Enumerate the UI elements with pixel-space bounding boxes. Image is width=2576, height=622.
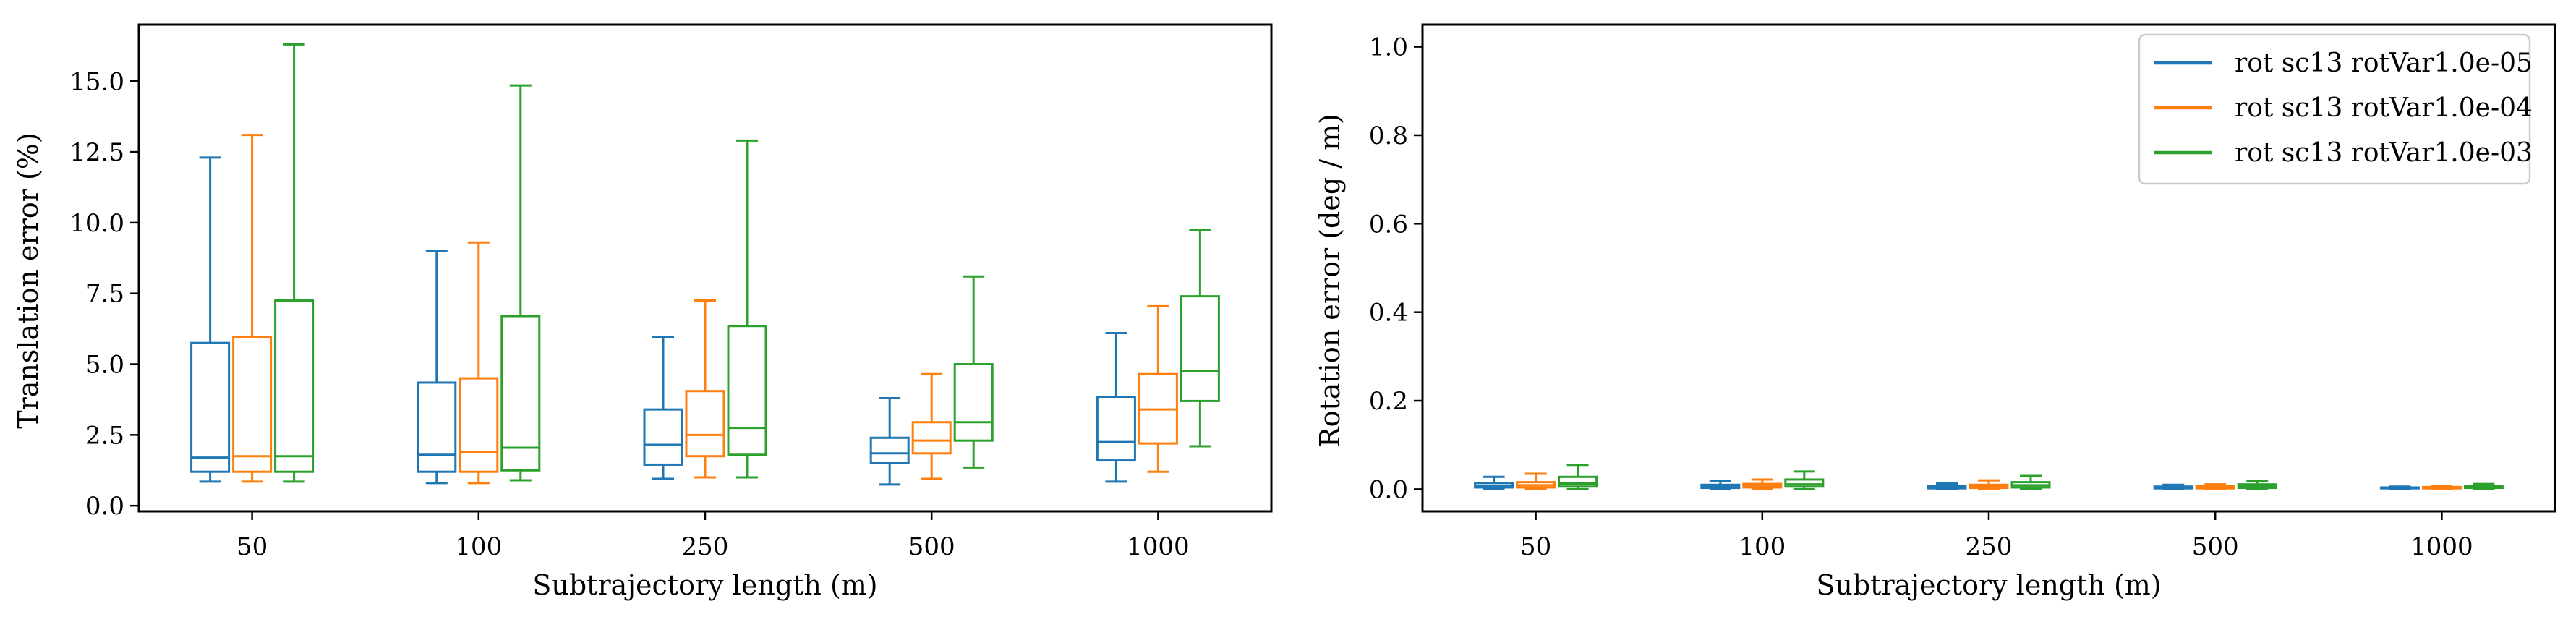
- y-tick-label: 0.4: [1369, 299, 1408, 328]
- box-iqr: [1096, 396, 1136, 462]
- legend-box: [2138, 33, 2531, 185]
- box-250-series-0: [643, 336, 683, 480]
- box-iqr: [911, 421, 952, 455]
- box-100-series-1: [459, 241, 499, 485]
- x-tick-label: 250: [682, 532, 729, 561]
- y-axis-label: Translation error (%): [12, 132, 44, 429]
- box-iqr: [459, 377, 499, 473]
- legend-label-1: rot sc13 rotVar1.0e-04: [2235, 93, 2533, 123]
- box-50-series-1: [1516, 472, 1556, 490]
- box-50-series-0: [190, 156, 231, 483]
- box-1000-series-1: [2421, 485, 2462, 490]
- box-250-series-1: [1969, 479, 2009, 490]
- box-1000-series-1: [1138, 304, 1178, 473]
- box-iqr: [869, 436, 910, 464]
- box-500-series-2: [953, 275, 994, 469]
- box-iqr: [190, 341, 231, 473]
- box-100-series-2: [500, 84, 541, 482]
- legend-label-2: rot sc13 rotVar1.0e-03: [2235, 138, 2533, 168]
- box-iqr: [643, 408, 683, 466]
- box-100-series-1: [1742, 478, 1783, 490]
- box-iqr: [274, 299, 315, 473]
- y-tick-label: 10.0: [69, 209, 124, 238]
- y-tick-label: 5.0: [85, 351, 124, 380]
- box-iqr: [417, 381, 457, 473]
- y-tick-label: 2.5: [85, 421, 124, 450]
- box-1000-series-0: [2379, 485, 2420, 490]
- box-50-series-2: [1558, 464, 1598, 490]
- y-tick-label: 0.0: [85, 492, 124, 521]
- box-250-series-0: [1927, 482, 1967, 490]
- plot-frame: [137, 23, 1273, 513]
- box-250-series-1: [685, 299, 725, 479]
- y-tick-label: 0.8: [1369, 122, 1408, 150]
- box-iqr: [953, 363, 994, 442]
- x-tick-label: 500: [908, 532, 955, 561]
- y-tick-label: 15.0: [69, 67, 124, 96]
- y-axis-label: Rotation error (deg / m): [1314, 114, 1346, 448]
- box-50-series-1: [232, 134, 273, 483]
- box-250-series-2: [727, 139, 767, 479]
- legend: rot sc13 rotVar1.0e-05 rot sc13 rotVar1.…: [2138, 33, 2533, 185]
- box-1000-series-2: [2463, 482, 2504, 490]
- plot-frame: [1421, 23, 2556, 513]
- x-tick-label: 100: [1739, 532, 1786, 561]
- axis-ticks: 0.0 2.5 5.0 7.5 10.0 12.5 15.0 50 100 250 500 1000: [69, 67, 1189, 561]
- box-100-series-0: [1700, 480, 1741, 490]
- x-tick-label: 250: [1966, 532, 2013, 561]
- box-500-series-1: [911, 372, 952, 480]
- y-tick-label: 0.0: [1369, 475, 1408, 504]
- box-500-series-1: [2195, 483, 2235, 490]
- translation-error-panel: Translation error (%) Subtrajectory leng…: [12, 23, 1273, 601]
- box-100-series-2: [1784, 470, 1825, 490]
- y-tick-label: 0.6: [1369, 210, 1408, 239]
- box-100-series-0: [417, 250, 457, 485]
- box-iqr: [685, 390, 725, 458]
- box-50-series-2: [274, 43, 315, 483]
- box-500-series-2: [2237, 480, 2277, 490]
- y-tick-label: 1.0: [1369, 33, 1408, 62]
- x-tick-label: 50: [1520, 532, 1551, 561]
- box-marks: [190, 43, 1220, 486]
- x-tick-label: 100: [455, 532, 502, 561]
- x-tick-label: 50: [236, 532, 268, 561]
- box-iqr: [1558, 475, 1598, 488]
- x-tick-label: 1000: [2410, 532, 2473, 561]
- box-1000-series-0: [1096, 331, 1136, 483]
- legend-label-0: rot sc13 rotVar1.0e-05: [2235, 48, 2533, 78]
- box-1000-series-2: [1180, 229, 1220, 448]
- x-tick-label: 500: [2192, 532, 2239, 561]
- y-tick-label: 12.5: [69, 138, 124, 167]
- box-marks: [1474, 464, 2504, 490]
- box-500-series-0: [869, 396, 910, 486]
- box-iqr: [232, 336, 273, 473]
- y-tick-label: 0.2: [1369, 387, 1408, 416]
- box-iqr: [1784, 478, 1825, 488]
- x-axis-label: Subtrajectory length (m): [532, 569, 877, 601]
- box-iqr: [1180, 295, 1220, 402]
- rotation-error-panel: Rotation error (deg / m) Subtrajectory l…: [1314, 23, 2556, 601]
- x-tick-label: 1000: [1127, 532, 1190, 561]
- box-250-series-2: [2010, 474, 2051, 490]
- x-axis-label: Subtrajectory length (m): [1816, 569, 2161, 601]
- y-tick-label: 7.5: [85, 280, 124, 309]
- box-50-series-0: [1474, 475, 1514, 490]
- box-500-series-0: [2153, 483, 2193, 490]
- box-iqr: [727, 325, 767, 456]
- axis-ticks: 0.0 0.2 0.4 0.6 0.8 1.0 50 100 250 500 1000: [1369, 33, 2473, 561]
- box-iqr: [500, 315, 541, 472]
